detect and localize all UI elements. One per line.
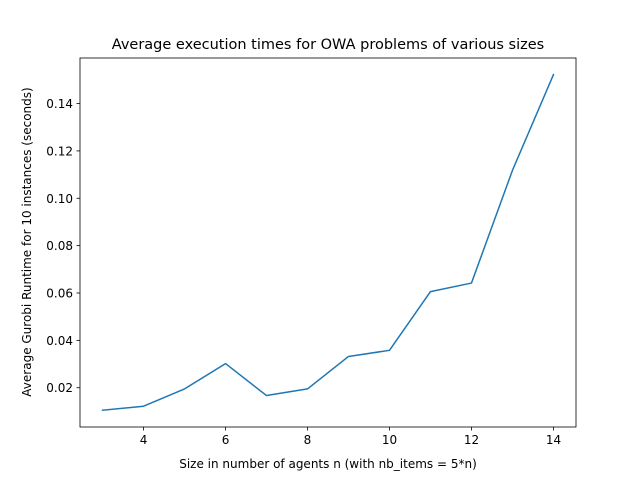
y-axis-label: Average Gurobi Runtime for 10 instances … [20, 87, 34, 396]
plot-area: 4 6 8 10 12 14 0.02 0.04 0.06 0.08 0.10 0.12 0.14 [46, 57, 577, 447]
x-tick-label: 14 [546, 433, 561, 447]
x-tick-label: 4 [140, 433, 148, 447]
y-tick-label: 0.10 [46, 192, 73, 206]
axes-frame [79, 57, 577, 428]
x-tick-label: 6 [222, 433, 230, 447]
y-tick-label: 0.14 [46, 97, 73, 111]
series-line [101, 73, 555, 412]
y-tick-label: 0.12 [46, 144, 73, 158]
x-axis-label: Size in number of agents n (with nb_item… [179, 457, 477, 471]
x-tick-label: 8 [304, 433, 312, 447]
x-tick-label: 12 [464, 433, 479, 447]
y-tick-label: 0.02 [46, 381, 73, 395]
y-tick-label: 0.08 [46, 239, 73, 253]
chart-title: Average execution times for OWA problems… [112, 37, 544, 53]
y-tick-label: 0.06 [46, 287, 73, 301]
x-tick-label: 10 [382, 433, 397, 447]
y-tick-label: 0.04 [46, 334, 73, 348]
